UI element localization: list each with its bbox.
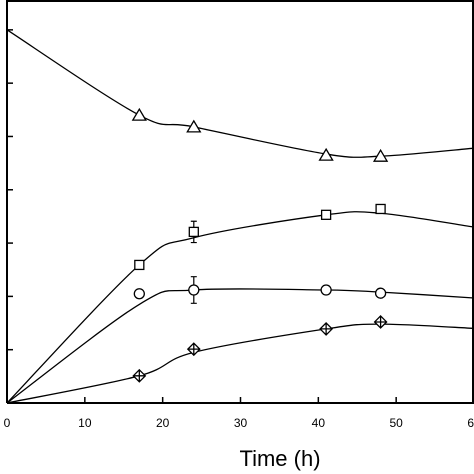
data-point [134, 259, 145, 271]
x-tick-label: 60 [467, 416, 474, 430]
data-point [131, 107, 147, 121]
fit-curve [6, 29, 474, 158]
data-point [133, 288, 145, 300]
data-point [188, 284, 200, 296]
data-point [375, 203, 386, 215]
x-tick-label: 40 [312, 416, 326, 430]
x-tick-label: 50 [389, 416, 403, 430]
fit-curve [6, 211, 474, 404]
data-point [132, 368, 147, 383]
data-point [320, 209, 332, 220]
data-point [374, 287, 387, 299]
x-tick-label: 20 [156, 416, 170, 430]
x-tick-label: 0 [4, 416, 11, 430]
data-point [186, 342, 201, 357]
x-tick-label: 10 [78, 416, 92, 430]
fit-curve [6, 323, 474, 404]
data-point [318, 147, 334, 161]
data-point [319, 321, 334, 336]
data-point [373, 315, 388, 329]
data-point [188, 226, 199, 238]
data-point [320, 284, 332, 296]
data-point [186, 119, 202, 133]
data-point [372, 148, 389, 162]
x-axis-title: Time (h) [239, 446, 320, 471]
x-tick-label: 30 [234, 416, 248, 430]
fit-curve [6, 288, 474, 404]
